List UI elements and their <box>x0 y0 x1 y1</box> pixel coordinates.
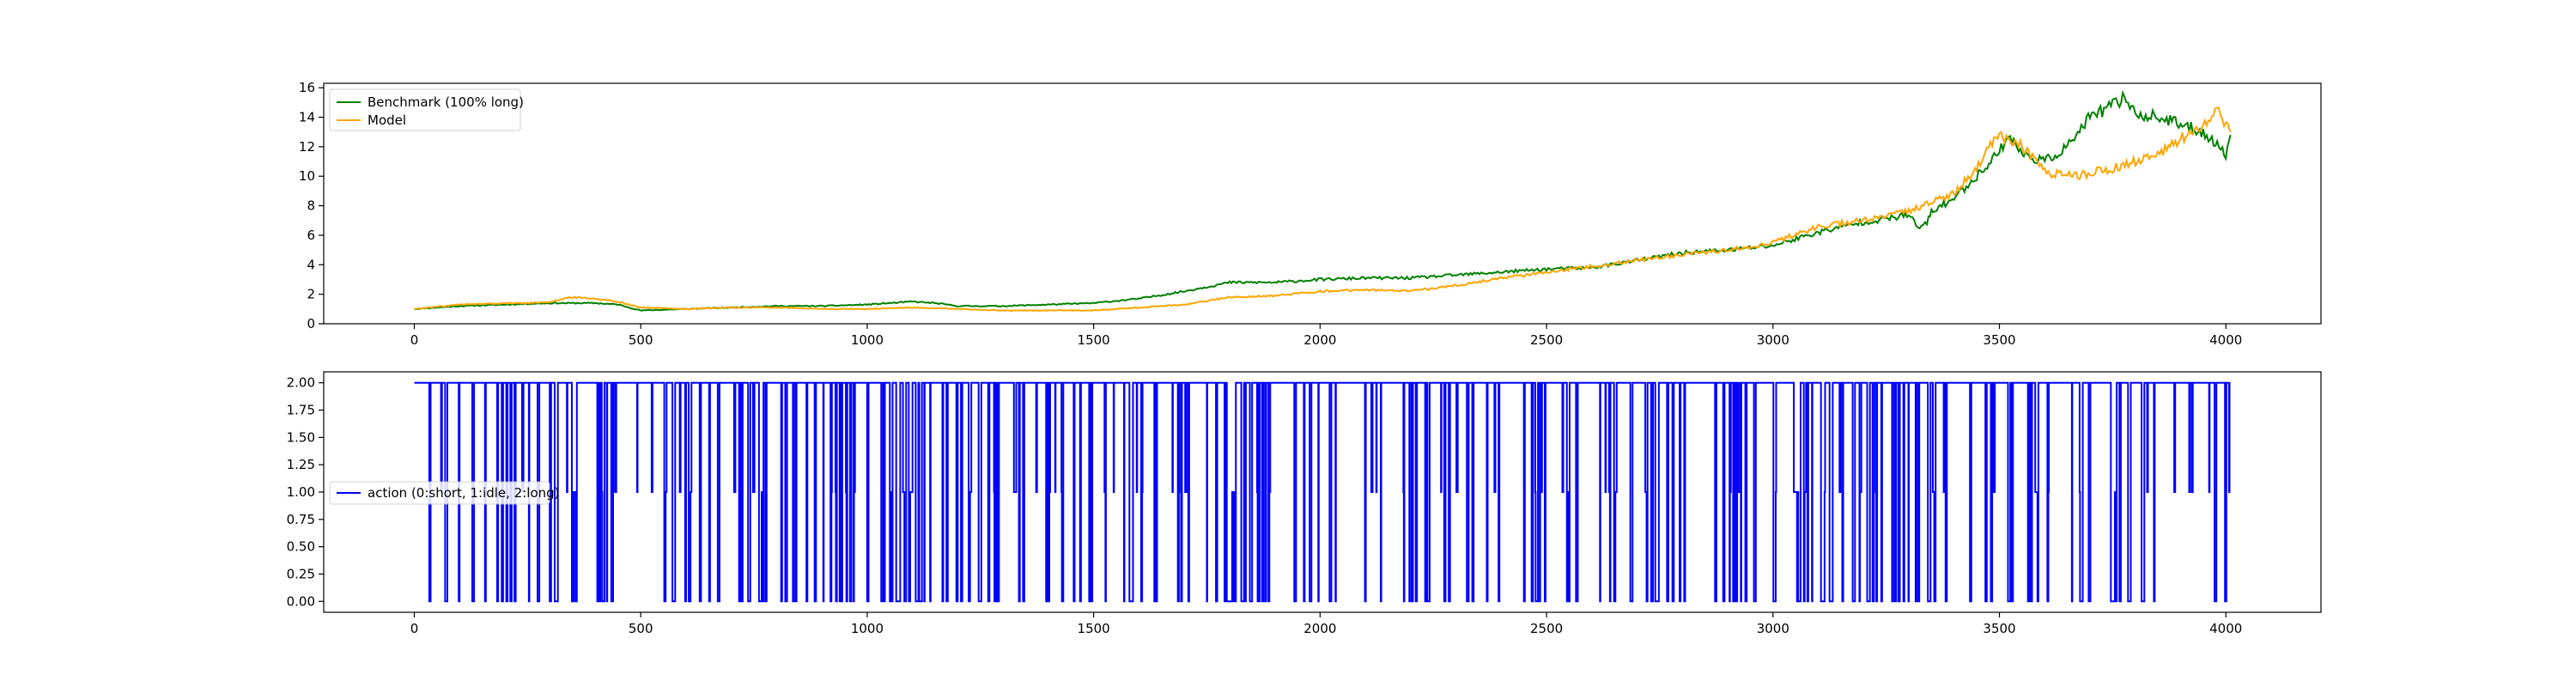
y-tick-label: 0.50 <box>287 539 315 555</box>
series-line-benchmark <box>414 89 2232 312</box>
y-tick-label: 16 <box>299 80 315 95</box>
y-tick-label: 14 <box>299 110 315 125</box>
x-tick-label: 2000 <box>1303 621 1336 636</box>
legend: action (0:short, 1:idle, 2:long) <box>329 481 560 505</box>
y-tick-label: 1.25 <box>287 457 315 472</box>
plot-frame <box>323 371 2322 613</box>
legend: Benchmark (100% long) Model <box>329 88 524 131</box>
x-tick-label: 1000 <box>851 332 884 348</box>
y-tick-label: 2 <box>307 287 315 302</box>
y-tick-label: 4 <box>307 257 315 272</box>
x-tick-label: 500 <box>629 332 653 348</box>
series-line-action <box>414 381 2231 603</box>
x-tick-label: 3500 <box>1983 621 2015 636</box>
y-tick-label: 8 <box>307 198 315 214</box>
x-tick-label: 3000 <box>1757 332 1789 348</box>
x-tick-label: 1500 <box>1078 332 1110 348</box>
y-tick-label: 2.00 <box>287 375 315 391</box>
x-tick-label: 1000 <box>851 621 884 636</box>
x-tick-label: 4000 <box>2209 621 2242 636</box>
legend-box <box>329 481 550 505</box>
legend-label: action (0:short, 1:idle, 2:long) <box>368 485 560 501</box>
x-tick-label: 500 <box>629 621 653 636</box>
y-tick-label: 0.75 <box>287 512 315 527</box>
y-tick-label: 1.00 <box>287 484 315 500</box>
y-tick-label: 10 <box>299 168 315 184</box>
legend-label: Model <box>368 112 406 128</box>
x-tick-label: 3000 <box>1757 621 1789 636</box>
x-tick-label: 4000 <box>2209 332 2242 348</box>
y-tick-label: 0 <box>307 316 315 331</box>
y-tick-label: 12 <box>299 139 315 155</box>
plot-frame <box>323 82 2322 325</box>
top-chart: 0 500 1000 1500 2000 2500 3000 3500 4000 0 2 4 6 8 10 1… <box>299 80 2322 348</box>
x-tick-label: 1500 <box>1078 621 1110 636</box>
y-tick-label: 0.25 <box>287 566 315 581</box>
bottom-chart: 0 500 1000 1500 2000 2500 3000 3500 4000 0.00 0.25… <box>287 371 2322 636</box>
legend-label: Benchmark (100% long) <box>368 94 524 110</box>
y-tick-label: 1.75 <box>287 403 315 418</box>
y-tick-label: 0.00 <box>287 593 315 609</box>
x-tick-label: 2500 <box>1530 621 1563 636</box>
legend-box <box>329 88 521 131</box>
x-tick-label: 2000 <box>1303 332 1336 348</box>
x-tick-label: 2500 <box>1530 332 1563 348</box>
x-tick-label: 0 <box>410 332 419 348</box>
y-tick-label: 1.50 <box>287 429 315 445</box>
y-tick-label: 6 <box>307 228 315 243</box>
series-line-model <box>414 106 2232 313</box>
x-tick-label: 0 <box>410 621 419 636</box>
x-tick-label: 3500 <box>1983 332 2015 348</box>
